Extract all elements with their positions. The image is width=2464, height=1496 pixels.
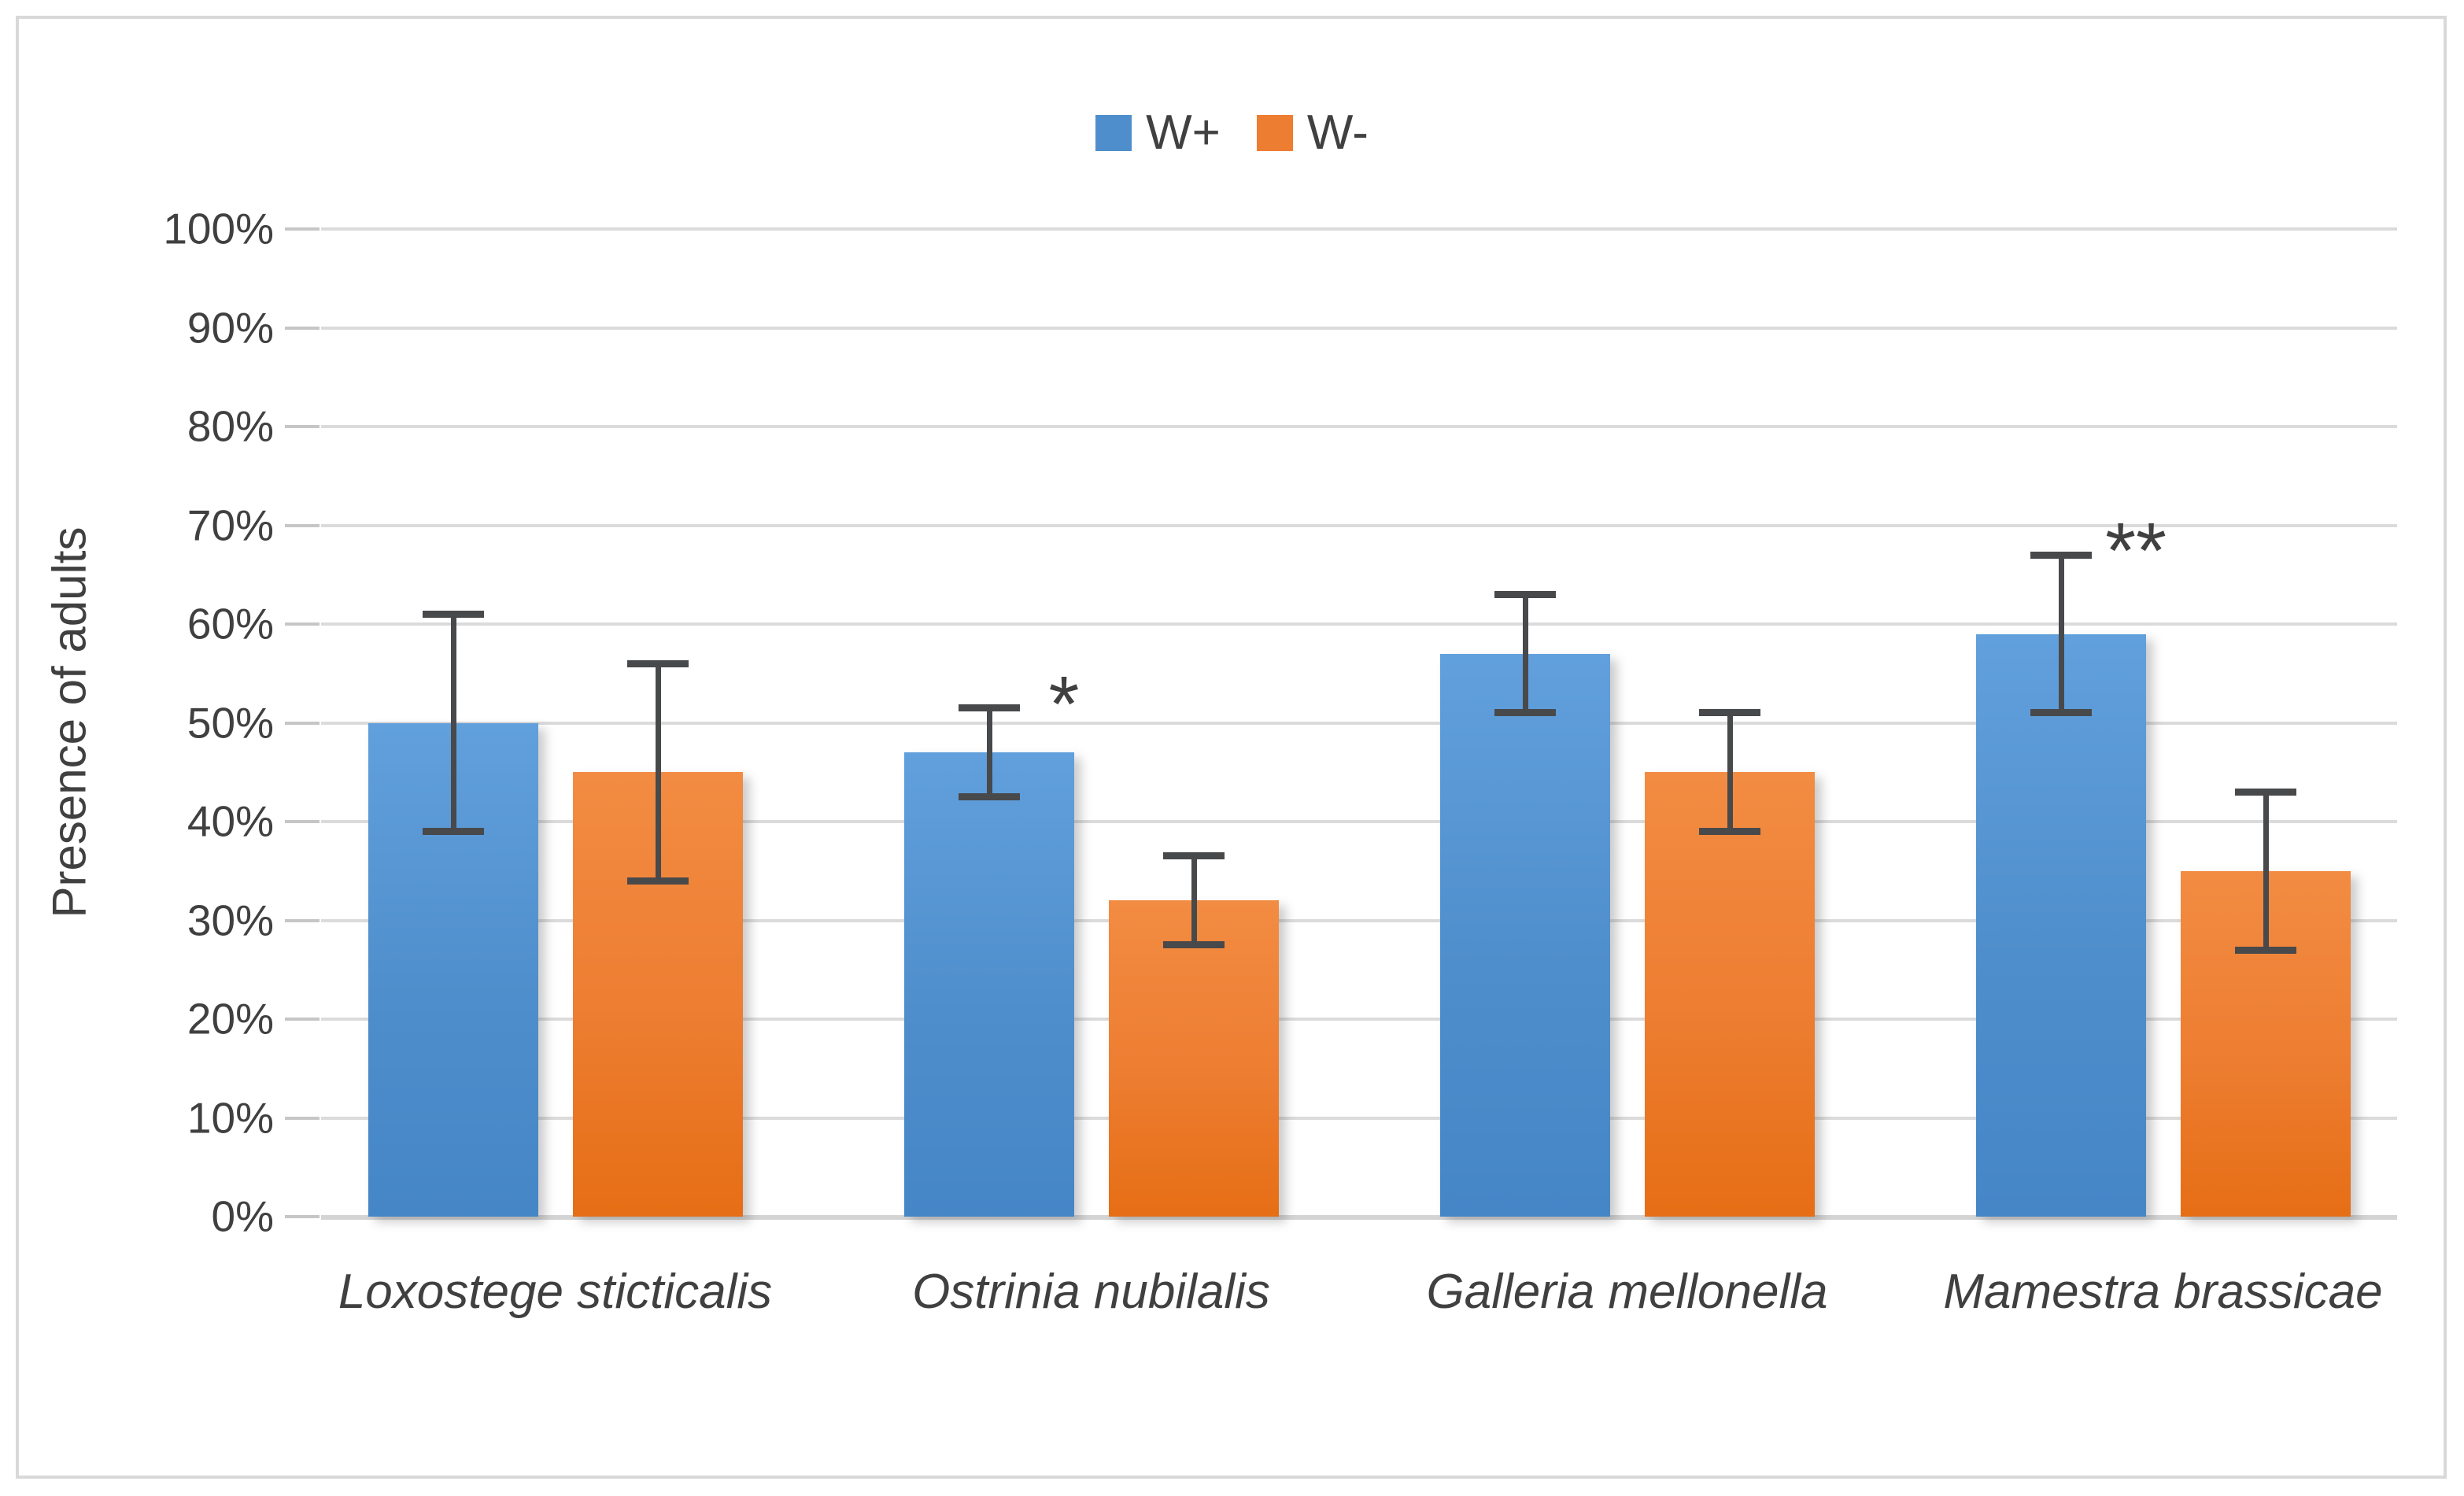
legend-item-w-minus: W-	[1256, 105, 1369, 160]
gridline-40	[321, 820, 2397, 823]
y-tick-label-70: 70%	[187, 501, 274, 549]
y-tickmark-50	[285, 721, 320, 725]
y-tick-label-50: 50%	[187, 698, 274, 747]
y-tickmark-60	[285, 622, 320, 626]
error-cap-high-w--mamestra-brassicae	[2235, 788, 2296, 796]
y-tick-label-80: 80%	[187, 401, 274, 451]
error-bar-w--mamestra-brassicae	[2263, 792, 2269, 951]
category-label-galleria-mellonella: Galleria mellonella	[1426, 1265, 1828, 1319]
error-cap-low-w--galleria-mellonella	[1494, 709, 1556, 717]
category-label-ostrinia-nubilalis: Ostrinia nubilalis	[912, 1265, 1270, 1319]
category-label-mamestra-brassicae: Mamestra brassicae	[1943, 1265, 2383, 1319]
error-bar-w--galleria-mellonella	[1727, 712, 1733, 832]
error-bar-w--loxostege-sticticalis	[450, 614, 456, 832]
y-tick-label-20: 20%	[187, 994, 274, 1044]
legend-item-w-plus: W+	[1095, 109, 1221, 157]
error-bar-w--galleria-mellonella	[1522, 594, 1528, 713]
legend-swatch-w-minus-icon	[1256, 115, 1293, 151]
error-cap-low-w--ostrinia-nubilalis	[959, 793, 1020, 801]
error-cap-low-w--ostrinia-nubilalis	[1163, 941, 1225, 949]
y-tickmark-30	[285, 918, 320, 922]
bar-w--ostrinia-nubilalis	[1109, 900, 1279, 1217]
error-cap-high-w--mamestra-brassicae	[2030, 551, 2092, 559]
gridline-70	[321, 523, 2397, 527]
gridline-60	[321, 622, 2397, 626]
error-cap-high-w--loxostege-sticticalis	[627, 659, 689, 667]
gridline-30	[321, 918, 2397, 922]
y-tick-label-30: 30%	[187, 896, 274, 944]
bar-w--galleria-mellonella	[1440, 653, 1610, 1217]
y-tick-label-60: 60%	[187, 599, 274, 648]
y-tick-label-100: 100%	[163, 204, 274, 253]
error-cap-low-w--galleria-mellonella	[1699, 828, 1760, 836]
category-label-loxostege-sticticalis: Loxostege sticticalis	[338, 1265, 773, 1319]
gridline-90	[321, 326, 2397, 330]
error-bar-w--ostrinia-nubilalis	[986, 707, 992, 797]
y-tickmark-70	[285, 523, 320, 527]
legend-label-w-plus: W+	[1146, 105, 1221, 160]
error-cap-high-w--ostrinia-nubilalis	[1163, 852, 1225, 860]
legend-label-w-minus: W-	[1306, 105, 1369, 160]
significance-annotation-ostrinia-nubilalis: *	[1048, 659, 1080, 748]
gridline-20	[321, 1018, 2397, 1021]
y-tick-label-90: 90%	[187, 303, 274, 352]
gridline-10	[321, 1116, 2397, 1120]
gridline-0	[321, 1215, 2397, 1220]
y-tickmark-0	[285, 1215, 320, 1218]
error-cap-high-w--ostrinia-nubilalis	[959, 704, 1020, 712]
chart-legend: W+ W-	[0, 109, 2464, 157]
y-tickmark-100	[285, 227, 320, 231]
y-tick-label-0: 0%	[211, 1191, 275, 1241]
error-bar-w--mamestra-brassicae	[2058, 555, 2064, 713]
error-cap-high-w--loxostege-sticticalis	[423, 610, 484, 618]
bar-w--mamestra-brassicae	[1976, 633, 2146, 1217]
bar-w--ostrinia-nubilalis	[904, 752, 1074, 1217]
gridline-80	[321, 425, 2397, 428]
error-cap-low-w--mamestra-brassicae	[2235, 946, 2296, 954]
gridline-100	[321, 227, 2397, 231]
error-bar-w--loxostege-sticticalis	[655, 663, 661, 881]
plot-area: 0% 10% 20% 30% 40% 50% 60% 70% 80% 90% 100% Loxoste…	[163, 207, 2397, 1319]
error-cap-high-w--galleria-mellonella	[1699, 709, 1760, 717]
gridline-50	[321, 721, 2397, 725]
y-tick-label-40: 40%	[187, 796, 274, 846]
y-tickmark-80	[285, 425, 320, 428]
y-tickmark-90	[285, 326, 320, 330]
error-cap-high-w--galleria-mellonella	[1494, 590, 1556, 598]
legend-swatch-w-plus-icon	[1095, 115, 1132, 151]
error-bar-w--ostrinia-nubilalis	[1191, 855, 1197, 945]
error-cap-low-w--loxostege-sticticalis	[627, 877, 689, 885]
error-cap-low-w--mamestra-brassicae	[2030, 709, 2092, 717]
y-tickmark-10	[285, 1116, 320, 1120]
y-tick-label-10: 10%	[187, 1093, 274, 1142]
y-tickmark-40	[285, 820, 320, 823]
bar-w--galleria-mellonella	[1645, 772, 1815, 1217]
y-tickmark-20	[285, 1018, 320, 1021]
significance-annotation-mamestra-brassicae: **	[2105, 507, 2167, 596]
error-cap-low-w--loxostege-sticticalis	[423, 828, 484, 836]
